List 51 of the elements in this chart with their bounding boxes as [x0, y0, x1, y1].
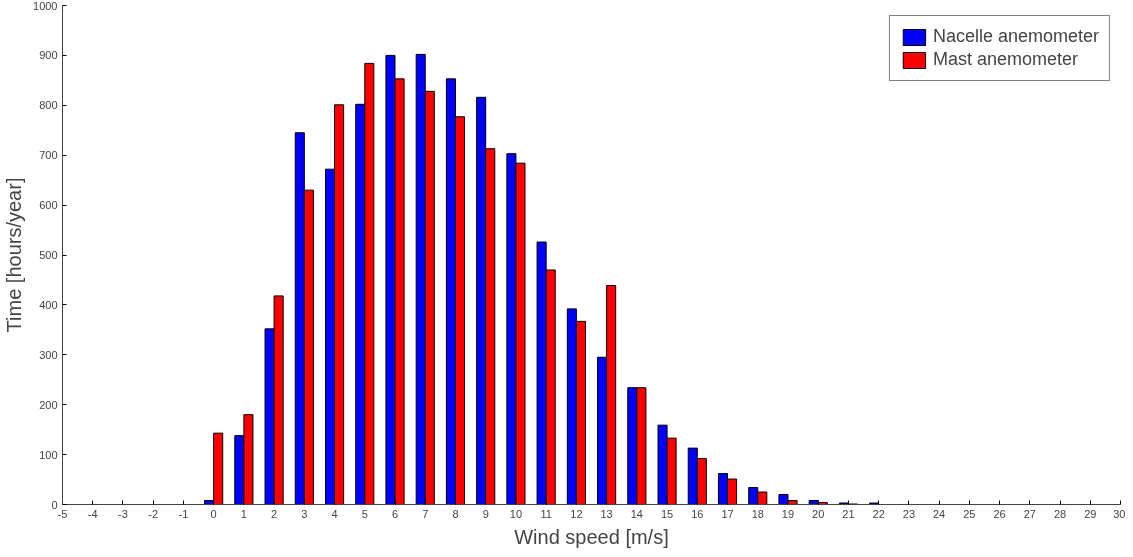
x-tick-label: 3	[301, 507, 308, 520]
x-tick-label: 25	[963, 507, 976, 520]
x-tick-label: 30	[1113, 507, 1126, 520]
x-tick-label: 22	[872, 507, 885, 520]
y-tick-label: 500	[39, 249, 58, 261]
x-tick-label: 15	[660, 507, 674, 520]
y-axis-title: Time [hours/year]	[3, 177, 26, 333]
x-tick-label: 5	[361, 507, 368, 520]
x-tick-label: 28	[1053, 507, 1067, 520]
x-tick-label: 7	[422, 507, 429, 520]
x-tick-label: 24	[933, 507, 946, 520]
y-tick-label: 800	[39, 99, 58, 112]
x-tick-label: 8	[452, 507, 459, 520]
x-tick-label: 20	[812, 507, 825, 520]
y-tick-label: 600	[39, 199, 58, 212]
x-tick-label: 12	[570, 507, 583, 520]
x-tick-label: 29	[1084, 507, 1097, 520]
x-tick-label: 17	[721, 507, 734, 520]
x-tick-label: 9	[482, 507, 489, 520]
x-tick-label: -5	[57, 507, 68, 520]
legend-label: Mast anemometer	[932, 49, 1078, 70]
y-tick-label: 200	[39, 398, 58, 411]
y-tick-label: 300	[39, 348, 58, 361]
x-tick-label: 2	[271, 507, 278, 520]
x-tick-label: 14	[630, 507, 643, 520]
y-tick-label: 700	[39, 149, 58, 162]
x-tick-label: 0	[210, 507, 217, 520]
x-tick-label: 6	[391, 507, 399, 520]
x-axis-title: Wind speed [m/s]	[514, 525, 669, 548]
x-tick-label: 18	[751, 507, 764, 520]
x-tick-label: 27	[1023, 507, 1036, 520]
x-tick-label: 23	[902, 507, 916, 520]
x-tick-label: 11	[540, 507, 552, 520]
x-tick-label: 26	[993, 507, 1006, 520]
y-tick-label: 0	[51, 498, 58, 511]
x-tick-label: 1	[240, 507, 247, 520]
x-tick-label: 21	[842, 507, 855, 520]
x-tick-label: -4	[87, 507, 98, 520]
legend-label: Nacelle anemometer	[932, 26, 1099, 47]
x-tick-label: -1	[178, 507, 189, 520]
y-tick-label: 100	[39, 448, 58, 461]
x-tick-label: 10	[509, 507, 523, 520]
x-tick-label: -2	[148, 507, 159, 520]
x-tick-label: -3	[118, 507, 128, 520]
y-tick-label: 400	[39, 298, 58, 311]
y-tick-label: 900	[39, 49, 58, 62]
y-tick-label: 1000	[33, 0, 58, 12]
x-tick-label: 13	[600, 507, 613, 520]
x-tick-label: 19	[781, 507, 795, 520]
x-tick-label: 16	[691, 507, 704, 520]
x-tick-label: 4	[331, 507, 338, 520]
